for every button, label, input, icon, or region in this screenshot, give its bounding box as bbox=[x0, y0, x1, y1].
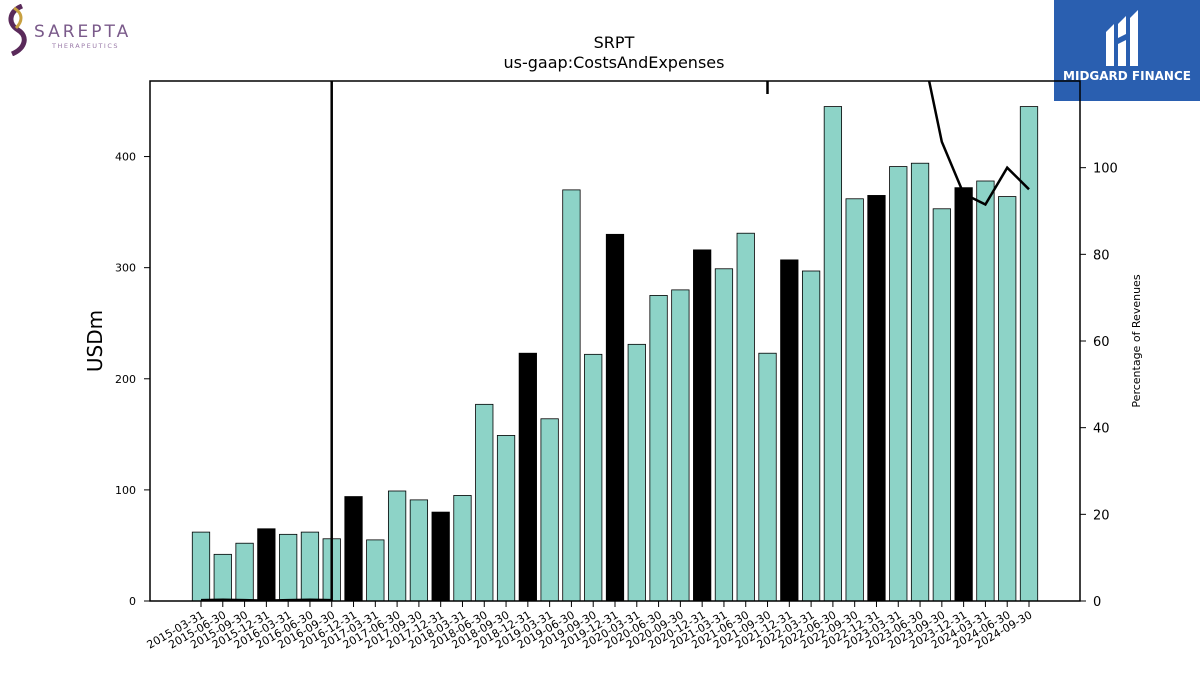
y2-tick-label: 100 bbox=[1093, 162, 1118, 177]
bar-2018-12-31 bbox=[518, 352, 537, 602]
y2-tick-label: 60 bbox=[1093, 335, 1110, 350]
bar-2017-06-30 bbox=[387, 490, 407, 602]
bar-2022-12-31 bbox=[867, 195, 886, 602]
bar-2023-06-30 bbox=[910, 162, 930, 602]
bar-2020-06-30 bbox=[649, 295, 668, 602]
bar-2017-03-31 bbox=[366, 539, 385, 602]
y-tick-label: 200 bbox=[115, 373, 136, 386]
y2-axis-label: Percentage of Revenues bbox=[1130, 274, 1143, 407]
y2-tick-label: 40 bbox=[1093, 422, 1110, 437]
bar-2019-06-30 bbox=[562, 189, 581, 602]
bar-2016-03-31 bbox=[279, 533, 298, 602]
y2-tick-label: 0 bbox=[1093, 595, 1101, 610]
y-axis-label: USDm bbox=[83, 310, 107, 372]
bar-2024-03-31 bbox=[976, 180, 995, 602]
bar-2015-06-30 bbox=[213, 553, 232, 602]
bar-2018-09-30 bbox=[496, 435, 516, 602]
bar-2023-09-30 bbox=[932, 208, 951, 602]
bar-2017-09-30 bbox=[409, 499, 429, 602]
bar-2020-12-31 bbox=[693, 249, 712, 602]
midgard-logo-name: MIDGARD FINANCE bbox=[1063, 69, 1191, 83]
bar-layer bbox=[191, 106, 1039, 602]
y-tick-label: 0 bbox=[129, 595, 136, 608]
y-tick-label: 300 bbox=[115, 262, 136, 275]
midgard-logo: MIDGARD FINANCE bbox=[1054, 0, 1200, 101]
bar-2019-12-31 bbox=[605, 233, 625, 602]
y2-axis-ticks: 0 20 40 60 80 100 bbox=[1080, 162, 1118, 610]
pct-revenues-line-spike bbox=[766, 81, 769, 95]
chart-subtitle: us-gaap:CostsAndExpenses bbox=[504, 53, 725, 72]
sarepta-logo: SAREPTA THERAPEUTICS bbox=[4, 3, 144, 57]
bar-2021-06-30 bbox=[736, 232, 755, 602]
midgard-logo-icon bbox=[1106, 10, 1138, 66]
bar-2019-09-30 bbox=[584, 353, 603, 602]
bar-2022-06-30 bbox=[823, 106, 843, 602]
sarepta-logo-icon bbox=[8, 3, 27, 57]
bar-2018-03-31 bbox=[453, 495, 472, 602]
bar-2024-06-30 bbox=[998, 196, 1017, 602]
sarepta-logo-name: SAREPTA bbox=[34, 22, 132, 42]
bar-2016-12-31 bbox=[344, 496, 363, 602]
bar-2023-03-31 bbox=[889, 166, 908, 602]
bar-2021-03-31 bbox=[714, 268, 734, 602]
y2-tick-label: 20 bbox=[1093, 508, 1110, 523]
chart-title: SRPT bbox=[594, 33, 635, 52]
bar-2021-09-30 bbox=[758, 352, 777, 602]
bar-2015-09-30 bbox=[235, 542, 254, 602]
bar-2024-09-30 bbox=[1019, 106, 1039, 602]
bar-2017-12-31 bbox=[431, 511, 450, 602]
pct-revenues-line-tail bbox=[927, 81, 1030, 207]
bar-2018-06-30 bbox=[475, 403, 494, 602]
bar-2023-12-31 bbox=[954, 187, 973, 602]
bar-2020-09-30 bbox=[671, 289, 690, 602]
bar-2015-12-31 bbox=[257, 528, 276, 602]
y-tick-label: 400 bbox=[115, 151, 136, 164]
bar-2020-03-31 bbox=[627, 343, 646, 602]
pct-revenues-line-early bbox=[200, 81, 333, 601]
bar-2016-06-30 bbox=[300, 531, 320, 602]
sarepta-logo-sub: THERAPEUTICS bbox=[52, 42, 120, 50]
bar-2019-03-31 bbox=[540, 418, 559, 602]
bar-2015-03-31 bbox=[191, 531, 211, 602]
bar-2022-09-30 bbox=[845, 198, 864, 602]
y-axis-ticks: 0 100 200 300 400 bbox=[115, 151, 150, 608]
x-axis-ticks: 2015-03-312015-06-302015-09-302015-12-31… bbox=[145, 601, 1035, 652]
bar-2021-12-31 bbox=[780, 259, 799, 602]
y-tick-label: 100 bbox=[115, 484, 136, 497]
bar-2022-03-31 bbox=[801, 270, 821, 602]
y2-tick-label: 80 bbox=[1093, 248, 1110, 263]
